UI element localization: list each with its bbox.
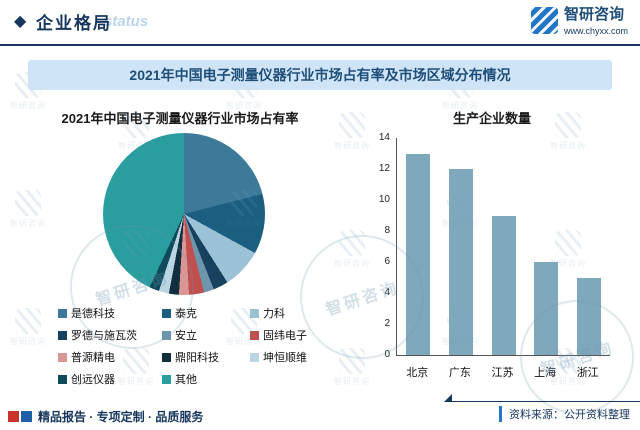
legend-item: 泰克 xyxy=(162,305,250,321)
y-axis-tick-label: 10 xyxy=(378,194,390,205)
legend-swatch-icon xyxy=(58,374,67,384)
x-axis-category-label: 浙江 xyxy=(576,367,599,379)
footer-logo-red-icon xyxy=(8,411,19,422)
legend-swatch-icon xyxy=(162,308,171,318)
y-axis-tick-label: 8 xyxy=(384,225,390,236)
legend-item: 创远仪器 xyxy=(58,371,162,387)
bar xyxy=(491,215,516,355)
legend-swatch-icon xyxy=(58,330,67,340)
legend-item: 力科 xyxy=(250,305,354,321)
x-axis-category-label: 广东 xyxy=(448,367,471,379)
brand-name: 智研咨询 xyxy=(563,6,624,23)
bar xyxy=(406,153,431,355)
legend-label: 创远仪器 xyxy=(71,374,115,386)
legend-label: 鼎阳科技 xyxy=(175,352,219,364)
legend-label: 力科 xyxy=(263,308,285,320)
source-line-triangle-icon xyxy=(444,394,452,402)
pie-chart-title: 2021年中国电子测量仪器行业市场占有率 xyxy=(61,111,299,126)
legend-item: 其他 xyxy=(162,371,250,387)
section-title: 企业格局 xyxy=(36,14,112,33)
pie-legend: 是德科技 泰克 力科罗德与施瓦茨 安立 固纬电子普源精电 鼎阳科技 坤恒顺维创远仪器 其他 xyxy=(58,305,358,387)
legend-label: 罗德与施瓦茨 xyxy=(71,330,137,342)
legend-label: 安立 xyxy=(175,330,197,342)
footer-services: 精品报告 · 专项定制 · 品质服务 xyxy=(8,408,203,425)
legend-swatch-icon xyxy=(58,308,67,318)
brand-logo-icon xyxy=(530,7,558,34)
legend-label: 其他 xyxy=(175,374,197,386)
bar xyxy=(576,277,601,355)
brand-watermark-text: 智研咨询 xyxy=(10,219,46,228)
legend-label: 泰克 xyxy=(175,308,197,320)
legend-swatch-icon xyxy=(162,352,171,362)
legend-swatch-icon xyxy=(250,308,259,318)
y-axis-tick-label: 2 xyxy=(384,318,390,329)
status-watermark-text: status xyxy=(104,13,149,30)
bar-chart: 生产企业数量 0 2 4 6 8 10 12 14 北京 广东 江苏 上海 浙江 xyxy=(358,100,626,400)
y-axis-tick-label: 6 xyxy=(384,256,390,267)
brand-watermark-icon xyxy=(15,308,41,334)
brand-watermark-icon xyxy=(15,190,41,216)
y-axis-tick-label: 0 xyxy=(384,349,390,360)
legend-item: 普源精电 xyxy=(58,349,162,365)
pie-chart xyxy=(103,133,265,295)
legend-label: 坤恒顺维 xyxy=(263,352,307,364)
legend-item: 安立 xyxy=(162,327,250,343)
x-axis-category-label: 北京 xyxy=(406,367,429,379)
legend-label: 普源精电 xyxy=(71,352,115,364)
footer-logo-blue-icon xyxy=(21,411,32,422)
footer-services-text: 精品报告 · 专项定制 · 品质服务 xyxy=(38,410,204,424)
y-axis-tick-label: 14 xyxy=(378,132,390,143)
brand-website: www.chyxx.com xyxy=(563,26,628,36)
legend-label: 固纬电子 xyxy=(263,330,307,342)
legend-item: 鼎阳科技 xyxy=(162,349,250,365)
brand-block: 智研咨询 www.chyxx.com xyxy=(530,6,628,37)
brand-watermark: 智研咨询 xyxy=(10,190,46,229)
legend-swatch-icon xyxy=(162,374,171,384)
legend-item: 是德科技 xyxy=(58,305,162,321)
source-divider-line xyxy=(452,401,640,402)
x-axis-category-label: 上海 xyxy=(534,367,557,379)
section-diamond-icon: ◆ xyxy=(14,13,27,30)
report-title-banner: 2021年中国电子测量仪器行业市场占有率及市场区域分布情况 xyxy=(28,60,612,90)
y-axis-tick-label: 4 xyxy=(384,287,390,298)
brand-text: 智研咨询 www.chyxx.com xyxy=(563,6,628,37)
bar xyxy=(534,262,559,355)
legend-label: 是德科技 xyxy=(71,308,115,320)
bar-plot xyxy=(396,138,610,356)
bar xyxy=(448,169,473,355)
x-axis-category-label: 江苏 xyxy=(491,367,514,379)
legend-swatch-icon xyxy=(250,330,259,340)
brand-watermark: 智研咨询 xyxy=(10,308,46,347)
legend-item: 罗德与施瓦茨 xyxy=(58,327,162,343)
legend-swatch-icon xyxy=(162,330,171,340)
data-source-text: 资料来源：公开资料整理 xyxy=(499,406,630,422)
bar-chart-title: 生产企业数量 xyxy=(452,111,531,126)
header-divider xyxy=(0,44,640,46)
brand-watermark-text: 智研咨询 xyxy=(10,337,46,346)
legend-item: 坤恒顺维 xyxy=(250,349,354,365)
y-axis-tick-label: 12 xyxy=(378,163,390,174)
legend-swatch-icon xyxy=(58,352,67,362)
legend-swatch-icon xyxy=(250,352,259,362)
legend-item: 固纬电子 xyxy=(250,327,354,343)
